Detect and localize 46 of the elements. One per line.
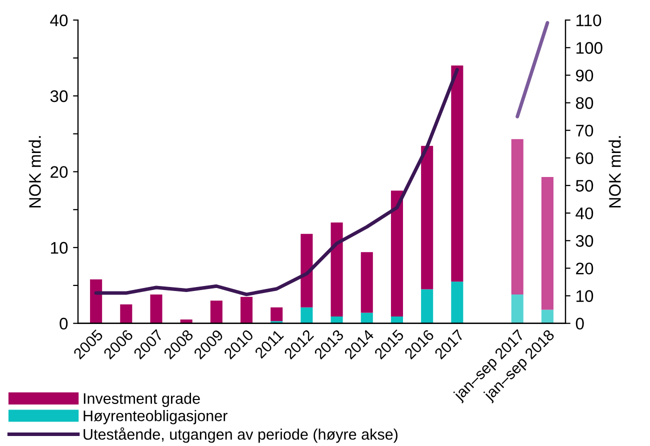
y-tick-label: 10 [51,242,68,254]
y2-tick-label: 50 [576,180,594,192]
bar [210,300,222,324]
y2-tick-label: 100 [576,42,602,54]
bar [150,294,162,324]
legend-label: Utestående, utgangen av periode (høyre akse) [84,427,398,443]
bar [390,190,403,317]
bar [390,316,403,324]
bar [541,310,554,324]
y-tick-label: 20 [50,166,68,178]
y2-tick-label: 110 [576,14,602,26]
bar [511,294,524,324]
bar [360,252,373,313]
bar [300,234,313,308]
bar [541,177,554,310]
bar [90,279,102,324]
bar [300,307,313,324]
bar [240,296,253,324]
y2-tick-label: 0 [576,318,584,330]
legend-label: Høyrenteobligasjoner [84,410,228,424]
y-tick-label: 0 [60,318,68,330]
bar [511,139,524,295]
y2-tick-label: 70 [576,124,594,137]
bar [451,282,464,324]
y2-tick-label: 60 [576,152,594,164]
y-tick-label: 30 [50,90,68,102]
y2-tick-label: 90 [576,70,594,82]
y2-axis-title: NOK mrd. [608,136,621,208]
y2-tick-label: 40 [576,207,594,220]
bar [330,222,343,317]
y-axis-title: NOK mrd. [28,136,41,208]
bar [270,307,283,322]
y2-tick-label: 80 [576,97,594,109]
bar [360,312,373,324]
legend-label: Investment grade [84,392,200,407]
line-series [94,68,459,296]
bar [451,66,464,282]
bar [180,320,192,324]
y2-tick-label: 10 [576,290,594,302]
bar [330,316,343,324]
y-tick-label: 40 [50,14,68,26]
bar [120,304,132,324]
y2-tick-label: 30 [576,235,594,247]
bar [421,289,434,324]
y2-tick-label: 20 [576,262,594,274]
bar [421,146,434,290]
